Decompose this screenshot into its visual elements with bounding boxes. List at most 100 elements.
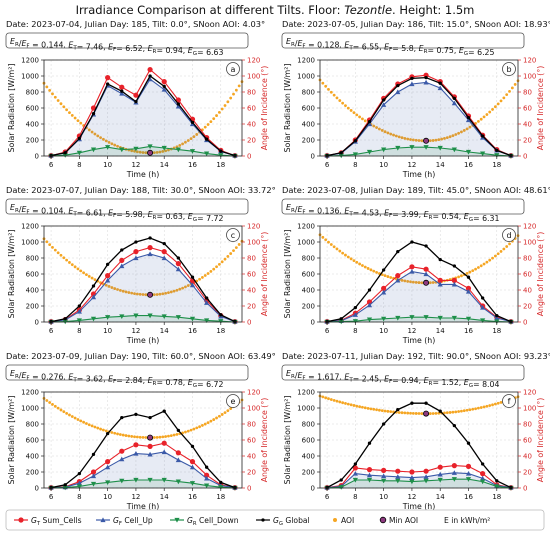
- aoi-point: [212, 267, 216, 271]
- aoi-point: [389, 132, 393, 136]
- gf-point: [381, 289, 387, 295]
- aoi-point: [90, 130, 94, 134]
- y2-tick-label: 100: [247, 405, 260, 413]
- gf-point: [189, 464, 196, 470]
- y-tick-label: 800: [302, 255, 315, 263]
- series-fill-gr: [327, 479, 511, 488]
- aoi-point: [471, 407, 475, 411]
- legend-box: [5, 509, 545, 531]
- aoi-point: [172, 433, 176, 437]
- aoi-point: [482, 405, 486, 409]
- aoi-point: [386, 275, 390, 278]
- y2-tick-label: 80: [247, 89, 256, 97]
- aoi-point: [445, 136, 449, 140]
- aoi-point: [201, 276, 204, 279]
- aoi-point: [386, 409, 390, 413]
- y2-tick-label: 120: [523, 389, 536, 397]
- aoi-point: [496, 102, 500, 106]
- aoi-point: [65, 258, 69, 262]
- legend-item-gt: GT Sum_Cells: [14, 516, 82, 527]
- panel-stats-box: [281, 32, 525, 49]
- y2-tick-label: 80: [523, 421, 532, 429]
- panel-stats: ER/EF = 0.104. ET= 6.61, EF= 5.98, ER= 0…: [10, 203, 223, 223]
- gf-point: [119, 91, 125, 96]
- aoi-point: [468, 408, 472, 412]
- aoi-point: [45, 85, 49, 89]
- aoi-point: [477, 266, 480, 269]
- aoi-point: [411, 280, 415, 284]
- aoi-point: [237, 243, 241, 246]
- gt-point: [119, 257, 125, 263]
- gr-point: [423, 315, 429, 320]
- figure-title: Irradiance Comparison at different Tilts…: [76, 3, 475, 17]
- gf-point: [437, 281, 443, 287]
- gg-point: [219, 313, 223, 317]
- gf-point: [119, 456, 125, 462]
- y-tick-label: 400: [26, 287, 39, 295]
- series-fill-gf: [51, 79, 235, 156]
- aoi-point: [479, 406, 483, 409]
- aoi-point: [141, 436, 145, 439]
- panel-letter-badge: [502, 228, 516, 242]
- x-tick-label: 12: [131, 327, 140, 335]
- gg-point: [438, 81, 442, 85]
- y2-axis-label: Angle of Incidence (°): [260, 232, 269, 317]
- gg-point: [77, 136, 82, 141]
- aoi-point: [361, 117, 364, 121]
- x-tick-label: 18: [492, 493, 501, 501]
- aoi-point: [335, 96, 339, 100]
- aoi-point: [324, 84, 328, 88]
- aoi-point: [175, 288, 179, 292]
- aoi-point: [167, 291, 170, 295]
- gf-point: [161, 87, 167, 92]
- gt-point: [409, 264, 415, 270]
- gg-point: [120, 248, 124, 252]
- series-line-gr: [51, 145, 235, 157]
- panel-header: Date: 2023-07-05, Julian Day: 186, Tilt:…: [282, 19, 550, 29]
- gt-point: [161, 440, 167, 446]
- aoi-point: [403, 136, 407, 140]
- aoi-point: [178, 143, 182, 147]
- series-gg: [49, 74, 237, 158]
- gg-point: [381, 422, 386, 426]
- aoi-point: [338, 99, 342, 102]
- aoi-point: [378, 408, 381, 412]
- gr-point: [494, 484, 500, 489]
- gf-point: [465, 289, 472, 294]
- min-aoi-marker: [147, 291, 154, 298]
- gg-point: [134, 240, 138, 244]
- aoi-point: [48, 401, 52, 404]
- gf-point: [90, 473, 97, 479]
- aoi-point: [186, 429, 190, 433]
- y2-tick-label: 60: [523, 105, 532, 113]
- aoi-point: [327, 397, 330, 401]
- aoi-point: [409, 411, 412, 415]
- series-line-gf: [51, 253, 236, 323]
- aoi-point: [465, 408, 469, 412]
- aoi-point: [167, 148, 170, 152]
- aoi-point: [45, 240, 49, 244]
- aoi-series: [42, 80, 244, 155]
- aoi-point: [124, 290, 128, 294]
- aoi-point: [346, 402, 350, 406]
- aoi-point: [70, 113, 74, 117]
- gg-point: [367, 441, 372, 445]
- aoi-point: [375, 126, 378, 129]
- aoi-point: [327, 240, 330, 244]
- aoi-point: [135, 292, 139, 296]
- gr-point: [161, 145, 167, 151]
- aoi-point: [460, 409, 463, 413]
- y-tick-label: 200: [302, 137, 315, 145]
- aoi-point: [414, 138, 418, 142]
- gf-point: [147, 251, 153, 257]
- aoi-point: [321, 81, 325, 85]
- gt-point: [189, 459, 196, 465]
- gt-point: [465, 285, 472, 291]
- aoi-point: [116, 144, 119, 148]
- aoi-point: [414, 412, 418, 415]
- gt-point: [352, 465, 358, 471]
- y-tick-label: 1200: [297, 223, 315, 231]
- x-axis-label: Time (h): [402, 502, 436, 511]
- series-line-gf: [51, 451, 236, 489]
- gf-point: [147, 76, 153, 82]
